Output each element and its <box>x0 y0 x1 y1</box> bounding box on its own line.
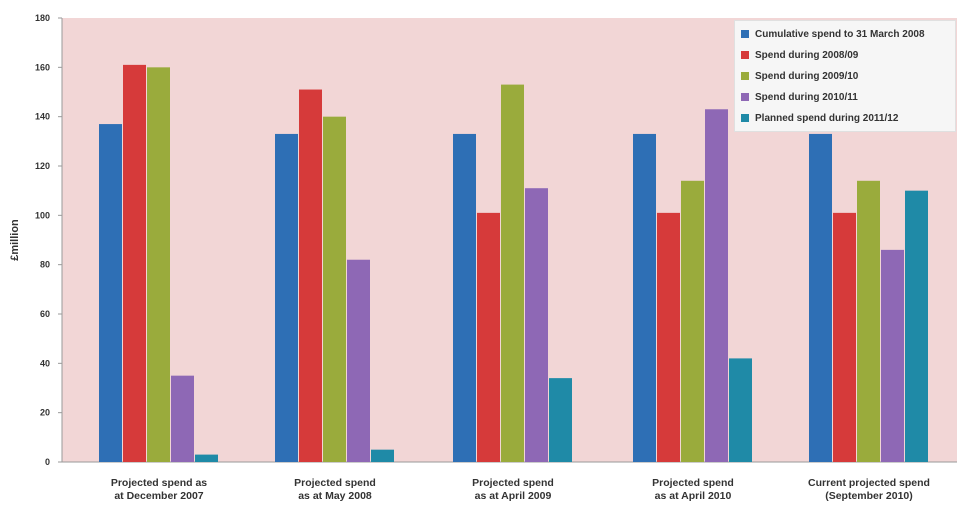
legend-swatch <box>741 72 749 80</box>
x-tick-label: Projected spend <box>652 477 734 489</box>
bar <box>347 259 370 462</box>
bar <box>705 109 728 463</box>
x-tick-label: as at April 2010 <box>655 490 732 502</box>
y-tick-label: 100 <box>35 210 50 220</box>
bar <box>299 89 322 463</box>
bar <box>881 249 904 462</box>
bar <box>833 212 856 462</box>
bar <box>477 212 500 462</box>
bar <box>275 133 298 462</box>
bar <box>171 375 194 462</box>
x-tick-label: Projected spend as <box>111 477 207 489</box>
bar <box>99 124 122 463</box>
y-ticks: 0 20 40 60 80 100 120 140 160 180 <box>35 13 62 467</box>
legend-label: Cumulative spend to 31 March 2008 <box>755 28 925 40</box>
bar <box>549 378 572 462</box>
legend-label: Spend during 2010/11 <box>755 91 858 103</box>
bar <box>501 84 524 462</box>
y-tick-label: 160 <box>35 62 50 72</box>
y-tick-label: 80 <box>40 260 50 270</box>
y-tick-label: 0 <box>45 457 50 467</box>
legend: Cumulative spend to 31 March 2008 Spend d… <box>734 20 956 132</box>
legend-item: Spend during 2010/11 <box>741 88 858 106</box>
bar <box>809 133 832 462</box>
legend-swatch <box>741 51 749 59</box>
x-tick-label: (September 2010) <box>825 490 913 502</box>
bar <box>905 190 928 462</box>
bar <box>681 180 704 463</box>
bars <box>99 64 928 463</box>
legend-label: Spend during 2008/09 <box>755 49 859 61</box>
bar <box>147 67 170 462</box>
legend-swatch <box>741 114 749 122</box>
x-tick-label: Projected spend <box>472 477 554 489</box>
y-tick-label: 180 <box>35 13 50 23</box>
x-tick-label: Current projected spend <box>808 477 930 489</box>
y-tick-label: 140 <box>35 112 50 122</box>
bar <box>453 133 476 462</box>
legend-label: Planned spend during 2011/12 <box>755 112 899 124</box>
bar <box>323 116 346 463</box>
bar <box>857 180 880 463</box>
x-tick-label: at December 2007 <box>114 490 203 502</box>
x-tick-label: as at April 2009 <box>475 490 552 502</box>
legend-swatch <box>741 30 749 38</box>
y-axis-label: £million <box>9 219 21 261</box>
x-tick-label: as at May 2008 <box>298 490 372 502</box>
bar <box>123 64 146 462</box>
bar <box>371 449 394 462</box>
legend-item: Spend during 2009/10 <box>741 67 858 85</box>
legend-swatch <box>741 93 749 101</box>
x-tick-label: Projected spend <box>294 477 376 489</box>
y-tick-label: 40 <box>40 358 50 368</box>
bar <box>633 133 656 462</box>
legend-item: Planned spend during 2011/12 <box>741 109 898 127</box>
y-tick-label: 20 <box>40 408 50 418</box>
bar <box>729 358 752 462</box>
legend-label: Spend during 2009/10 <box>755 70 859 82</box>
legend-item: Cumulative spend to 31 March 2008 <box>741 25 925 43</box>
bar <box>195 454 218 462</box>
bar <box>657 212 680 462</box>
bar <box>525 188 548 462</box>
legend-item: Spend during 2008/09 <box>741 46 858 64</box>
y-tick-label: 120 <box>35 161 50 171</box>
y-tick-label: 60 <box>40 309 50 319</box>
